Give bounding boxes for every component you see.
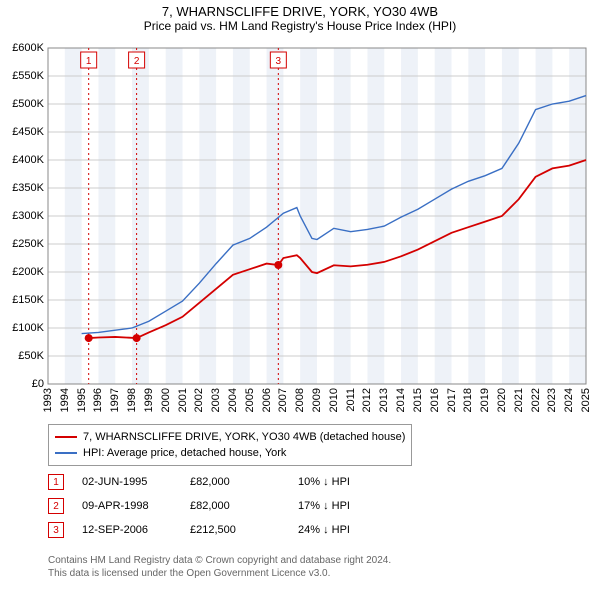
legend-label: 7, WHARNSCLIFFE DRIVE, YORK, YO30 4WB (d… (83, 431, 405, 443)
x-axis-label: 2025 (580, 388, 592, 412)
y-axis-label: £400K (12, 154, 44, 166)
svg-text:1: 1 (86, 56, 92, 67)
legend-row: 7, WHARNSCLIFFE DRIVE, YORK, YO30 4WB (d… (55, 429, 405, 445)
svg-text:2: 2 (134, 56, 140, 67)
x-axis-label: 2014 (395, 388, 407, 412)
sale-number-box: 3 (48, 522, 64, 538)
legend-swatch (55, 452, 77, 454)
x-axis-label: 1999 (143, 388, 155, 412)
y-axis-label: £600K (12, 42, 44, 54)
sale-row: 2 09-APR-1998 £82,000 17% ↓ HPI (48, 494, 378, 518)
x-axis-label: 2007 (277, 388, 289, 412)
svg-text:3: 3 (276, 56, 282, 67)
sale-row: 3 12-SEP-2006 £212,500 24% ↓ HPI (48, 518, 378, 542)
x-axis-label: 2010 (328, 388, 340, 412)
footer-line1: Contains HM Land Registry data © Crown c… (48, 554, 391, 567)
sale-delta: 10% ↓ HPI (298, 476, 378, 488)
x-axis-label: 1993 (42, 388, 54, 412)
x-axis-label: 2012 (361, 388, 373, 412)
x-axis-label: 1997 (109, 388, 121, 412)
x-axis-label: 2011 (345, 388, 357, 412)
y-axis-label: £350K (12, 182, 44, 194)
x-axis-label: 1995 (76, 388, 88, 412)
x-axis-label: 2015 (412, 388, 424, 412)
sale-price: £82,000 (190, 500, 280, 512)
sale-date: 09-APR-1998 (82, 500, 172, 512)
footer-line2: This data is licensed under the Open Gov… (48, 567, 391, 580)
x-axis-label: 2002 (193, 388, 205, 412)
y-axis-label: £150K (12, 294, 44, 306)
y-axis-label: £500K (12, 98, 44, 110)
x-axis-label: 1996 (92, 388, 104, 412)
x-axis-label: 2006 (261, 388, 273, 412)
x-axis-label: 2003 (210, 388, 222, 412)
sale-number-box: 1 (48, 474, 64, 490)
y-axis-label: £50K (18, 350, 44, 362)
x-axis-label: 2004 (227, 388, 239, 412)
y-axis-label: £300K (12, 210, 44, 222)
legend: 7, WHARNSCLIFFE DRIVE, YORK, YO30 4WB (d… (48, 424, 412, 466)
chart-svg: 1 2 3 (48, 48, 586, 384)
x-axis-label: 2017 (446, 388, 458, 412)
y-axis-label: £550K (12, 70, 44, 82)
sale-delta: 17% ↓ HPI (298, 500, 378, 512)
legend-row: HPI: Average price, detached house, York (55, 445, 405, 461)
x-axis-label: 2020 (496, 388, 508, 412)
y-axis-label: £100K (12, 322, 44, 334)
sale-price: £82,000 (190, 476, 280, 488)
chart-title: 7, WHARNSCLIFFE DRIVE, YORK, YO30 4WB (0, 4, 600, 19)
x-axis-label: 2001 (177, 388, 189, 412)
x-axis-label: 2023 (546, 388, 558, 412)
sale-date: 02-JUN-1995 (82, 476, 172, 488)
legend-swatch (55, 436, 77, 438)
y-axis-label: £450K (12, 126, 44, 138)
sales-table: 1 02-JUN-1995 £82,000 10% ↓ HPI 2 09-APR-1998… (48, 470, 378, 542)
x-axis-label: 2009 (311, 388, 323, 412)
x-axis-label: 2019 (479, 388, 491, 412)
chart-area: 123 £0£50K£100K£150K£200K£250K£300K£350K… (48, 48, 586, 384)
x-axis-label: 2008 (294, 388, 306, 412)
sale-date: 12-SEP-2006 (82, 524, 172, 536)
x-axis-label: 2024 (563, 388, 575, 412)
y-axis-label: £200K (12, 266, 44, 278)
x-axis-label: 2005 (244, 388, 256, 412)
footer: Contains HM Land Registry data © Crown c… (48, 554, 391, 580)
sale-price: £212,500 (190, 524, 280, 536)
legend-label: HPI: Average price, detached house, York (83, 447, 286, 459)
chart-subtitle: Price paid vs. HM Land Registry's House … (0, 19, 600, 33)
x-axis-label: 1998 (126, 388, 138, 412)
sale-delta: 24% ↓ HPI (298, 524, 378, 536)
x-axis-label: 2013 (378, 388, 390, 412)
x-axis-label: 2016 (429, 388, 441, 412)
sale-row: 1 02-JUN-1995 £82,000 10% ↓ HPI (48, 470, 378, 494)
x-axis-label: 2021 (513, 388, 525, 412)
x-axis-label: 2018 (462, 388, 474, 412)
x-axis-label: 2022 (530, 388, 542, 412)
y-axis-label: £250K (12, 238, 44, 250)
x-axis-label: 2000 (160, 388, 172, 412)
sale-number-box: 2 (48, 498, 64, 514)
x-axis-label: 1994 (59, 388, 71, 412)
